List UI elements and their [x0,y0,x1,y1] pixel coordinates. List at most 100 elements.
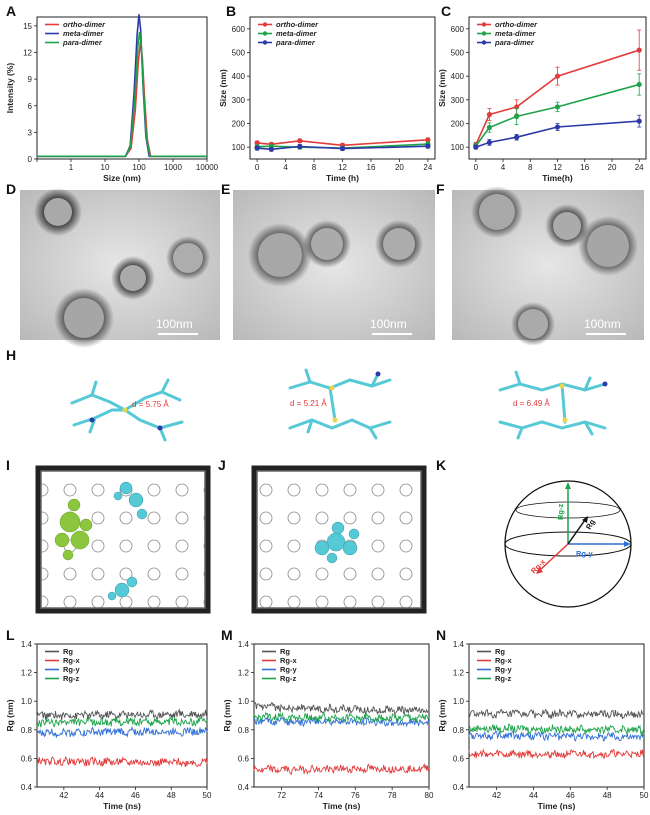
y-tick-label: 1.0 [453,697,465,706]
legend-marker [481,31,487,36]
legend-entry: meta-dimer [495,29,537,38]
data-point [425,137,431,143]
x-tick-label: 4 [283,163,288,172]
legend-entry: ortho-dimer [63,20,106,29]
y-tick-label: 0 [28,155,33,164]
chart-n-rg: 42 44 46 48 50 0.4 0.6 0.8 1.0 1.2 1.4 Time (ns) Rg … [437,640,649,811]
y-tick-label: 15 [23,22,32,31]
dimer-structure-para [498,370,608,440]
x-axis-label: Size (nm) [103,173,141,183]
series-line [253,702,430,716]
y-tick-label: 3 [28,128,33,137]
legend-entry: Rg [280,647,290,656]
tem-micrograph-d: 100nm [20,188,220,348]
panel-label-m: M [221,627,233,643]
chart-l-rg: 42 44 46 48 50 0.4 0.6 0.8 1.0 1.2 1.4 Time (ns) Rg … [5,640,212,811]
panel-label-e: E [221,181,230,197]
x-tick-label: 100 [132,163,146,172]
x-tick-label: 50 [640,791,649,800]
legend-entry: Rg-z [495,674,511,683]
x-tick-label: 8 [312,163,317,172]
y-tick-label: 400 [451,72,465,81]
data-point [636,47,642,53]
y-tick-label: 300 [232,96,246,105]
y-tick-label: 0.4 [21,783,33,792]
series-line [36,715,208,728]
y-tick-label: 1.0 [238,697,250,706]
legend-entry: para-dimer [62,38,103,47]
y-axis-label: Rg (nm) [5,699,15,731]
legend-marker [481,22,487,27]
panel-label-k: K [436,457,446,473]
x-axis-label: Time (ns) [323,801,361,811]
series-line [36,725,208,739]
data-point [268,146,274,152]
y-tick-label: 1.2 [21,669,33,678]
x-tick-label: 16 [580,163,589,172]
series-line [475,83,640,147]
y-tick-label: 12 [23,49,32,58]
x-tick-label: 12 [553,163,562,172]
scale-bar-label-e: 100nm [370,317,407,331]
y-tick-label: 100 [451,143,465,152]
panel-label-l: L [6,627,15,643]
data-point [486,139,493,146]
series-line [37,41,207,158]
distance-label-ortho: d = 5.75 Å [132,400,169,409]
series-line [36,708,208,721]
legend-marker [262,31,268,36]
legend-entry: meta-dimer [63,29,105,38]
y-tick-label: 100 [232,143,246,152]
series-line [468,723,645,736]
x-tick-label: 1000 [164,163,182,172]
data-point [254,145,260,151]
series-line [468,708,645,720]
panel-label-c: C [441,3,451,19]
data-point [473,144,479,150]
x-tick-label: 4 [501,163,506,172]
series-line [253,711,430,724]
legend-entry: Rg-z [63,674,79,683]
legend-entry: Rg-x [280,656,297,665]
x-tick-label: 24 [423,163,432,172]
y-tick-label: 6 [28,102,33,111]
y-tick-label: 500 [232,49,246,58]
legend-marker [262,40,268,45]
series-line [253,763,430,775]
aggregate-cyan-center [314,521,360,564]
panel-label-j: J [218,457,226,473]
data-point [254,140,260,146]
plot-frame [36,16,208,160]
x-tick-label: 24 [635,163,644,172]
x-tick-label: 78 [388,791,397,800]
x-tick-label: 76 [351,791,360,800]
data-point [554,104,561,110]
scale-bar-label-d: 100nm [156,317,193,331]
legend-entry: Rg-x [63,656,80,665]
x-tick-label: 74 [314,791,323,800]
x-tick-label: 48 [603,791,612,800]
x-tick-label: 16 [367,163,376,172]
legend-entry: Rg-x [495,656,512,665]
panel-label-h: H [6,347,16,363]
scale-bar-label-f: 100nm [584,317,621,331]
y-tick-label: 1.4 [453,640,465,649]
y-tick-label: 600 [451,25,465,34]
y-tick-label: 1.2 [238,669,250,678]
panel-label-d: D [6,181,16,197]
legend-entry: para-dimer [275,38,316,47]
y-tick-label: 400 [232,72,246,81]
y-tick-label: 0.6 [21,754,33,763]
tem-micrograph-f: 100nm [452,186,644,346]
x-tick-label: 42 [492,791,501,800]
x-tick-label: 8 [528,163,533,172]
data-point [486,124,493,131]
x-axis-label: Time (h) [326,173,359,183]
legend-marker [262,22,268,27]
x-tick-label: 20 [608,163,617,172]
data-point [425,143,431,149]
x-tick-label: 42 [59,791,68,800]
legend-entry: para-dimer [494,38,535,47]
legend-entry: ortho-dimer [495,20,538,29]
